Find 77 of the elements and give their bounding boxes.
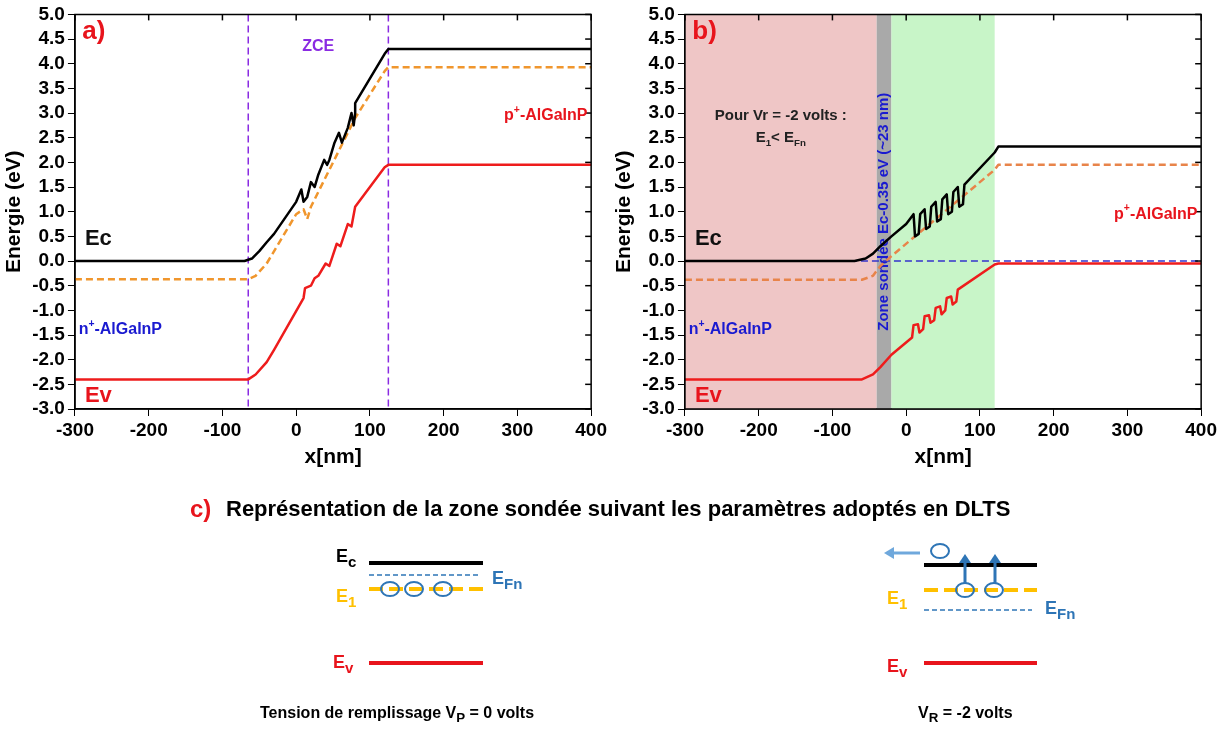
y-tick-label: -1.0 (32, 298, 65, 320)
text: E$_{1}$ (336, 586, 357, 610)
x-tick-label: -200 (739, 418, 778, 440)
annotation: p+-AlGaInP (1114, 202, 1198, 222)
x-tick-label: 400 (575, 418, 607, 440)
y-axis-title: Energie (eV) (1, 150, 25, 273)
text: Tension de remplissage V$_{P}$ = 0 volts (260, 704, 535, 726)
y-tick-label: 0.0 (648, 249, 675, 271)
text: E$_{1}$ (887, 588, 908, 612)
x-tick-label: 100 (964, 418, 996, 440)
y-tick-label: -3.0 (32, 397, 65, 419)
x-tick-label: -300 (55, 418, 94, 440)
y-axis-title: Energie (eV) (611, 150, 635, 273)
series-label: Ev (84, 382, 113, 408)
y-tick-label: -0.5 (32, 273, 66, 295)
x-tick-label: -300 (665, 418, 704, 440)
annotation: ZCE (302, 36, 335, 54)
y-tick-label: 1.5 (38, 175, 66, 197)
annotation: n+-AlGaInP (78, 318, 163, 338)
x-tick-label: -100 (203, 418, 242, 440)
y-tick-label: -2.5 (32, 372, 66, 394)
y-tick-label: 3.5 (648, 76, 676, 98)
x-axis-title: x[nm] (304, 444, 362, 468)
y-tick-label: 4.5 (648, 27, 676, 49)
x-tick-label: -200 (129, 418, 168, 440)
text: E$_{v}$ (887, 656, 908, 680)
text: c) (190, 495, 212, 523)
y-tick-label: 1.5 (648, 175, 676, 197)
x-axis-title: x[nm] (914, 444, 972, 468)
text: Représentation de la zone sondée suivant les paramètres adoptés en DLTS (226, 496, 1011, 522)
annotation: Pour Vr = -2 volts : (714, 105, 847, 123)
text: E$_{Fn}$ (492, 568, 523, 592)
y-tick-label: 0.5 (648, 224, 676, 246)
y-tick-label: 0.5 (38, 224, 66, 246)
y-tick-label: 4.0 (38, 51, 65, 73)
y-tick-label: 3.0 (38, 101, 65, 123)
y-tick-label: -2.5 (642, 372, 676, 394)
annotation: b) (692, 14, 717, 45)
annotation: n+-AlGaInP (688, 318, 773, 338)
y-tick-label: -1.5 (32, 323, 66, 345)
y-tick-label: 3.5 (38, 76, 66, 98)
y-tick-label: -2.0 (32, 347, 65, 369)
y-tick-label: 3.0 (648, 101, 675, 123)
y-tick-label: -1.0 (642, 298, 675, 320)
text: E$_{v}$ (333, 652, 354, 676)
y-tick-label: 4.5 (38, 27, 66, 49)
series-label: Ec (84, 225, 112, 251)
series-label: Ec (694, 225, 722, 251)
y-tick-label: -3.0 (642, 397, 675, 419)
x-tick-label: 300 (501, 418, 534, 440)
x-tick-label: 200 (1037, 418, 1070, 440)
y-tick-label: 5.0 (38, 2, 65, 24)
x-tick-label: 200 (427, 418, 460, 440)
x-tick-label: 100 (354, 418, 386, 440)
x-tick-label: 400 (1185, 418, 1217, 440)
annotation: p+-AlGaInP (504, 103, 588, 123)
y-tick-label: 2.0 (38, 150, 65, 172)
y-tick-label: 2.5 (38, 125, 66, 147)
y-tick-label: 0.0 (38, 249, 65, 271)
x-tick-label: 300 (1111, 418, 1144, 440)
y-tick-label: 1.0 (648, 199, 675, 221)
y-tick-label: -0.5 (642, 273, 676, 295)
annotation: a) (82, 14, 106, 45)
y-tick-label: 4.0 (648, 51, 675, 73)
y-tick-label: 2.5 (648, 125, 676, 147)
x-tick-label: -100 (813, 418, 852, 440)
text: E$_{Fn}$ (1045, 598, 1076, 622)
text: E$_{c}$ (336, 546, 357, 570)
y-tick-label: -1.5 (642, 323, 676, 345)
x-tick-label: 0 (290, 418, 302, 440)
series-label: Ev (694, 382, 723, 408)
y-tick-label: 5.0 (648, 2, 675, 24)
y-tick-label: 1.0 (38, 199, 65, 221)
text: V$_{R}$ = -2 volts (918, 704, 1013, 726)
y-tick-label: -2.0 (642, 347, 675, 369)
y-tick-label: 2.0 (648, 150, 675, 172)
x-tick-label: 0 (900, 418, 912, 440)
